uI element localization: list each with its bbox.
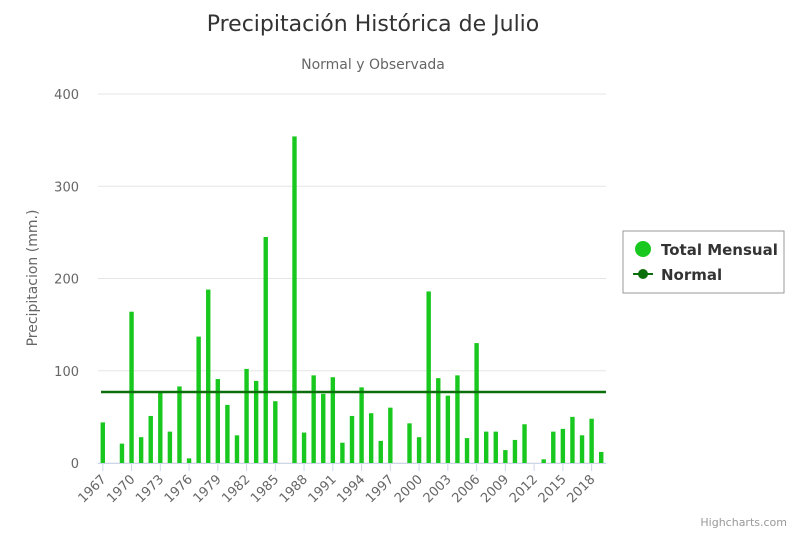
bar [234, 435, 240, 463]
bar [148, 415, 153, 463]
bar [330, 377, 336, 463]
y-axis-ticks: 0 100 200 300 400 [54, 88, 79, 472]
legend-total-mensual-symbol [635, 241, 651, 257]
bar [570, 416, 575, 463]
bar [445, 395, 451, 463]
legend-box [622, 230, 785, 294]
bar [388, 407, 393, 463]
bar [206, 289, 211, 463]
bar [474, 343, 479, 463]
y-tick-label: 400 [54, 88, 79, 103]
bar [349, 415, 355, 463]
legend[interactable]: Total Mensual Normal [622, 230, 785, 294]
bar [186, 458, 192, 463]
legend-normal-symbol [638, 269, 648, 279]
bar [253, 380, 259, 463]
bar [119, 443, 125, 463]
bar [263, 236, 268, 463]
bar [215, 379, 221, 463]
bar [158, 391, 163, 463]
bar [503, 450, 508, 463]
bar [129, 311, 134, 463]
bar [599, 451, 604, 463]
bar [311, 375, 316, 463]
chart-subtitle: Normal y Observada [301, 57, 445, 73]
bar [560, 428, 566, 463]
bar [522, 424, 527, 463]
chart-title: Precipitación Histórica de Julio [207, 12, 540, 37]
y-tick-label: 0 [71, 457, 79, 472]
bar [321, 393, 326, 463]
bar [359, 387, 364, 463]
y-tick-label: 200 [54, 273, 79, 288]
bar [177, 386, 182, 463]
y-axis-title: Precipitacion (mm.) [25, 210, 41, 347]
bar [340, 442, 345, 463]
bar [551, 431, 556, 463]
bar [407, 423, 412, 463]
bar [292, 136, 297, 463]
legend-total-mensual-label[interactable]: Total Mensual [661, 241, 778, 259]
bar [301, 432, 307, 463]
y-tick-label: 300 [54, 180, 79, 195]
bar [589, 418, 594, 463]
bar [464, 438, 470, 463]
bar [225, 404, 230, 463]
y-tick-label: 100 [54, 365, 79, 380]
bar [512, 439, 518, 463]
credits-link[interactable]: Highcharts.com [700, 516, 787, 529]
bar [426, 291, 431, 463]
bar [138, 437, 144, 463]
bar [541, 459, 546, 463]
bar [579, 435, 585, 463]
bar [244, 368, 249, 463]
bar [493, 431, 498, 463]
bar [167, 431, 173, 463]
bar [368, 413, 374, 463]
bar [273, 401, 278, 463]
bar [100, 422, 105, 463]
bar [483, 431, 489, 463]
bar-series [100, 136, 604, 463]
legend-normal-label[interactable]: Normal [661, 266, 722, 284]
bar [196, 336, 201, 463]
bar [416, 437, 422, 463]
bar [436, 378, 441, 463]
bar [455, 375, 460, 463]
bar [378, 440, 383, 463]
